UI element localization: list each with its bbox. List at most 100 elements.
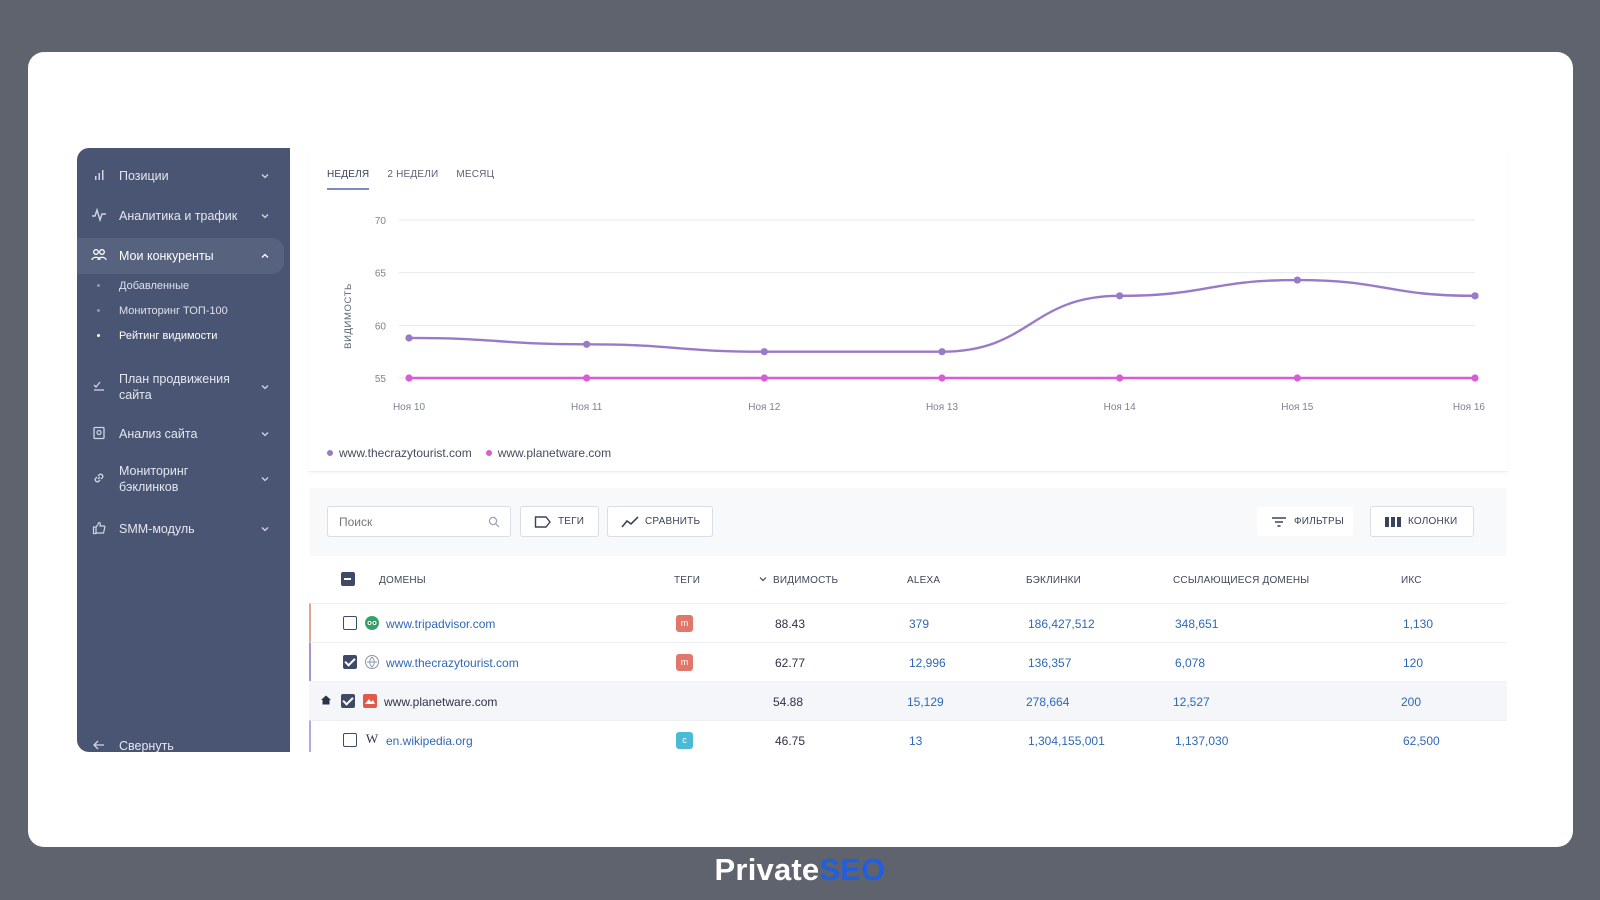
sidebar-item-promotion-plan[interactable]: План продвижения сайта bbox=[77, 370, 284, 404]
row-checkbox[interactable] bbox=[343, 655, 357, 669]
row-ref-domains[interactable]: 12,527 bbox=[1173, 695, 1210, 709]
row-domain-link[interactable]: www.tripadvisor.com bbox=[386, 617, 496, 631]
pulse-icon bbox=[91, 207, 107, 224]
chevron-down-icon bbox=[260, 524, 270, 534]
table-row[interactable]: W en.wikipedia.org c 46.75 13 1,304,155,… bbox=[309, 720, 1507, 752]
row-ref-domains[interactable]: 1,137,030 bbox=[1175, 734, 1229, 748]
sidebar-subitem-added[interactable]: Добавленные bbox=[97, 279, 189, 293]
table-row-own-site[interactable]: www.planetware.com 54.88 15,129 278,664 … bbox=[309, 681, 1507, 720]
search-icon[interactable] bbox=[488, 515, 500, 528]
sidebar-item-label: Мониторинг бэклинков bbox=[119, 464, 189, 494]
sidebar-item-label: SMM-модуль bbox=[119, 522, 195, 536]
row-ref-domains[interactable]: 6,078 bbox=[1175, 656, 1206, 670]
tab-month[interactable]: МЕСЯЦ bbox=[456, 169, 495, 180]
header-domains[interactable]: ДОМЕНЫ bbox=[379, 575, 426, 586]
tag-badge[interactable]: c bbox=[676, 732, 693, 749]
header-alexa[interactable]: ALEXA bbox=[907, 575, 941, 586]
users-icon bbox=[91, 248, 107, 264]
series-line-0 bbox=[408, 278, 1476, 353]
sidebar-item-smm[interactable]: SMM-модуль bbox=[77, 517, 284, 541]
y-tick-label: 60 bbox=[375, 321, 387, 332]
row-backlinks[interactable]: 136,357 bbox=[1028, 656, 1072, 670]
row-backlinks[interactable]: 1,304,155,001 bbox=[1028, 734, 1105, 748]
header-ref-domains[interactable]: ССЫЛАЮЩИЕСЯ ДОМЕНЫ bbox=[1173, 575, 1310, 586]
row-domain-link[interactable]: en.wikipedia.org bbox=[386, 734, 473, 748]
filters-button[interactable]: ФИЛЬТРЫ bbox=[1256, 506, 1354, 537]
globe-icon bbox=[365, 655, 379, 669]
chevron-down-icon bbox=[260, 474, 270, 484]
row-domain-link[interactable]: www.thecrazytourist.com bbox=[386, 656, 519, 670]
x-tick-label: Ноя 10 bbox=[393, 402, 426, 413]
home-icon bbox=[320, 694, 332, 709]
search-input[interactable] bbox=[328, 507, 478, 536]
row-iks[interactable]: 200 bbox=[1401, 695, 1422, 709]
tab-2-weeks[interactable]: 2 НЕДЕЛИ bbox=[387, 169, 439, 180]
tag-badge[interactable]: m bbox=[676, 654, 693, 671]
sidebar-item-backlinks[interactable]: Мониторинг бэклинков bbox=[77, 462, 284, 496]
data-point bbox=[583, 374, 591, 382]
header-iks[interactable]: ИКС bbox=[1401, 575, 1422, 586]
data-point bbox=[760, 374, 768, 382]
tag-icon bbox=[534, 515, 552, 529]
data-point bbox=[760, 348, 768, 356]
x-tick-label: Ноя 16 bbox=[1453, 402, 1486, 413]
row-backlinks[interactable]: 186,427,512 bbox=[1028, 617, 1095, 631]
legend-entry-planetware[interactable]: www.planetware.com bbox=[485, 446, 611, 460]
table-row[interactable]: www.thecrazytourist.com m 62.77 12,996 1… bbox=[309, 642, 1507, 681]
legend-entry-thecrazytourist[interactable]: www.thecrazytourist.com bbox=[327, 446, 472, 460]
tags-button[interactable]: ТЕГИ bbox=[520, 506, 599, 537]
sidebar-item-label: Позиции bbox=[119, 169, 169, 183]
sidebar-subitem-visibility-rating[interactable]: Рейтинг видимости bbox=[97, 329, 217, 343]
bullet-icon bbox=[97, 334, 100, 337]
x-tick-label: Ноя 15 bbox=[1281, 402, 1314, 413]
sidebar-collapse-button[interactable]: Свернуть bbox=[77, 738, 284, 752]
chevron-down-icon bbox=[260, 382, 270, 392]
compare-button[interactable]: СРАВНИТЬ bbox=[607, 506, 713, 537]
row-iks[interactable]: 62,500 bbox=[1403, 734, 1440, 748]
arrow-left-icon bbox=[91, 738, 107, 752]
header-visibility[interactable]: ВИДИМОСТЬ bbox=[773, 575, 839, 586]
thumbs-up-icon bbox=[91, 521, 107, 537]
table-header: ДОМЕНЫ ТЕГИ ВИДИМОСТЬ ALEXA БЭКЛИНКИ ССЫ… bbox=[309, 556, 1507, 603]
row-backlinks[interactable]: 278,664 bbox=[1026, 695, 1070, 709]
data-point bbox=[1116, 374, 1124, 382]
row-iks[interactable]: 1,130 bbox=[1403, 617, 1434, 631]
brand-logo: PrivateSEO bbox=[0, 852, 1600, 888]
sort-desc-icon[interactable] bbox=[759, 575, 767, 586]
columns-button[interactable]: КОЛОНКИ bbox=[1370, 506, 1474, 537]
brand-logo-part2: SEO bbox=[819, 852, 886, 887]
chevron-up-icon bbox=[260, 251, 270, 261]
chevron-down-icon bbox=[260, 429, 270, 439]
y-tick-label: 55 bbox=[375, 374, 387, 385]
row-ref-domains[interactable]: 348,651 bbox=[1175, 617, 1219, 631]
row-iks[interactable]: 120 bbox=[1403, 656, 1424, 670]
sidebar-item-analytics[interactable]: Аналитика и трафик bbox=[77, 204, 284, 228]
select-all-checkbox[interactable] bbox=[341, 572, 355, 586]
sidebar-item-competitors[interactable]: Мои конкуренты bbox=[77, 238, 284, 274]
row-domain: www.planetware.com bbox=[384, 695, 498, 709]
table-row[interactable]: www.tripadvisor.com m 88.43 379 186,427,… bbox=[309, 603, 1507, 642]
search-box bbox=[327, 506, 511, 537]
header-backlinks[interactable]: БЭКЛИНКИ bbox=[1026, 575, 1082, 586]
row-visibility: 88.43 bbox=[775, 617, 806, 631]
y-axis-label: ВИДИМОСТЬ bbox=[343, 283, 354, 349]
row-checkbox[interactable] bbox=[341, 694, 355, 708]
document-search-icon bbox=[91, 426, 107, 442]
sidebar-item-site-analysis[interactable]: Анализ сайта bbox=[77, 422, 284, 446]
row-checkbox[interactable] bbox=[343, 616, 357, 630]
row-alexa[interactable]: 15,129 bbox=[907, 695, 944, 709]
bullet-icon bbox=[97, 284, 100, 287]
sidebar-subitem-top100[interactable]: Мониторинг ТОП-100 bbox=[97, 304, 228, 318]
row-alexa[interactable]: 12,996 bbox=[909, 656, 946, 670]
row-alexa[interactable]: 379 bbox=[909, 617, 930, 631]
app-window: Позиции Аналитика и трафик Мои конкурент… bbox=[77, 148, 1523, 752]
sidebar: Позиции Аналитика и трафик Мои конкурент… bbox=[77, 148, 290, 752]
domains-table-panel: ТЕГИ СРАВНИТЬ ФИЛЬТРЫ КОЛОНКИ bbox=[309, 488, 1507, 752]
tab-week[interactable]: НЕДЕЛЯ bbox=[327, 169, 370, 190]
tag-badge[interactable]: m bbox=[676, 615, 693, 632]
sidebar-item-positions[interactable]: Позиции bbox=[77, 164, 284, 188]
chart-legend: www.thecrazytourist.com www.planetware.c… bbox=[327, 446, 625, 460]
row-alexa[interactable]: 13 bbox=[909, 734, 923, 748]
row-checkbox[interactable] bbox=[343, 733, 357, 747]
header-tags[interactable]: ТЕГИ bbox=[674, 575, 701, 586]
